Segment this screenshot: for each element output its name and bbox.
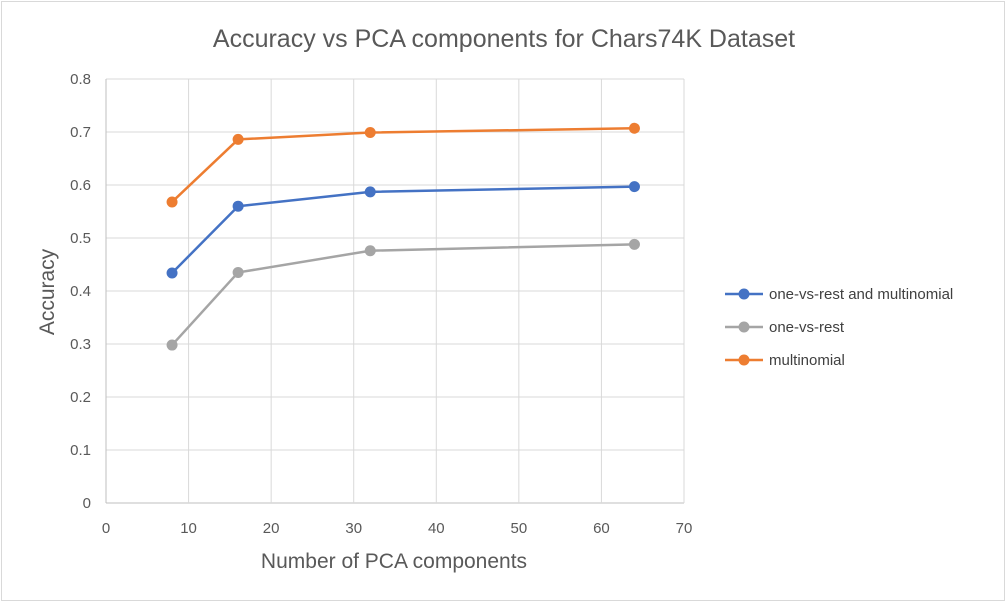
legend-label: one-vs-rest and multinomial <box>769 286 953 303</box>
series-line <box>171 243 635 346</box>
x-tick-label: 30 <box>345 520 362 537</box>
x-tick-label: 0 <box>102 520 110 537</box>
data-point <box>166 339 178 351</box>
x-tick-label: 40 <box>428 520 445 537</box>
series-multinomial <box>166 122 640 208</box>
data-point <box>364 245 376 257</box>
legend-swatch-marker <box>738 354 750 366</box>
series-one-vs-rest-and-multinomial <box>166 181 640 279</box>
y-tick-label: 0.8 <box>70 71 91 88</box>
legend-item: one-vs-rest <box>725 319 845 336</box>
gridlines <box>105 78 685 504</box>
data-point <box>628 238 640 250</box>
legend-swatch-marker <box>738 288 750 300</box>
data-point <box>166 196 178 208</box>
legend: one-vs-rest and multinomial one-vs-rest mu… <box>725 286 953 369</box>
chart-title: Accuracy vs PCA components for Chars74K … <box>213 25 795 53</box>
legend-label: multinomial <box>769 352 845 369</box>
y-tick-label: 0.2 <box>70 389 91 406</box>
y-axis-title: Accuracy <box>36 248 59 335</box>
x-axis-ticks: 0 10 20 30 40 50 60 70 <box>102 520 693 537</box>
data-point <box>166 267 178 279</box>
data-point <box>628 181 640 193</box>
y-tick-label: 0.3 <box>70 336 91 353</box>
legend-item: one-vs-rest and multinomial <box>725 286 953 303</box>
y-tick-label: 0.7 <box>70 124 91 141</box>
y-tick-label: 0.4 <box>70 283 91 300</box>
series-line <box>171 185 635 274</box>
y-tick-label: 0.1 <box>70 442 91 459</box>
data-point <box>232 200 244 212</box>
y-tick-label: 0.5 <box>70 230 91 247</box>
series-line <box>171 127 635 203</box>
data-point <box>364 186 376 198</box>
series-group <box>166 122 640 351</box>
legend-label: one-vs-rest <box>769 319 845 336</box>
series-one-vs-rest <box>166 238 640 351</box>
y-tick-label: 0.6 <box>70 177 91 194</box>
x-tick-label: 20 <box>263 520 280 537</box>
legend-swatch-marker <box>738 321 750 333</box>
data-point <box>364 127 376 139</box>
data-point <box>232 266 244 278</box>
y-tick-label: 0 <box>83 495 91 512</box>
x-axis-title: Number of PCA components <box>261 550 527 573</box>
x-tick-label: 50 <box>511 520 528 537</box>
x-tick-label: 60 <box>593 520 610 537</box>
x-tick-label: 10 <box>180 520 197 537</box>
data-point <box>628 122 640 134</box>
x-tick-label: 70 <box>676 520 693 537</box>
legend-item: multinomial <box>725 352 845 369</box>
y-axis-ticks: 0 0.1 0.2 0.3 0.4 0.5 0.6 0.7 0.8 <box>70 71 91 512</box>
data-point <box>232 133 244 145</box>
